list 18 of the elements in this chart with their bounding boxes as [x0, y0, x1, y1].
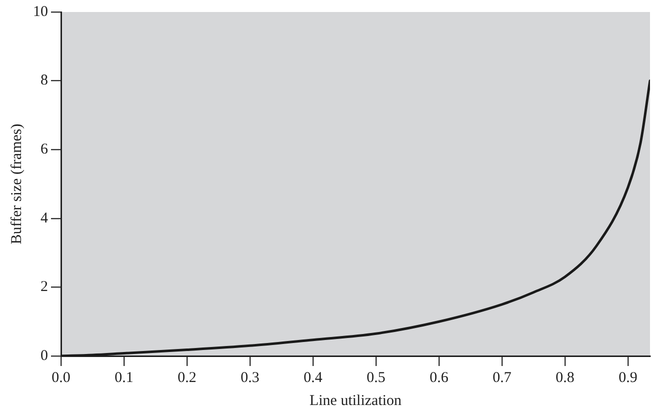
x-tick-label: 0.3 [240, 370, 260, 386]
x-tick-label: 0.4 [304, 370, 323, 386]
text: 0.0 [52, 370, 70, 386]
x-tick-label: 0.6 [430, 370, 449, 386]
y-tick-label: 0 [40, 348, 48, 364]
x-tick-label: 0.2 [178, 370, 196, 386]
x-axis-title: Line utilization [309, 392, 402, 409]
y-tick-label: 10 [33, 4, 48, 20]
y-axis-title: Buffer size (frames) [8, 124, 25, 244]
x-tick-label: 0.1 [114, 370, 134, 386]
y-tick-label: 6 [40, 142, 48, 158]
y-tick-label: 2 [40, 279, 48, 296]
x-tick-label: 0.5 [366, 370, 386, 386]
x-tick-label: 0.8 [556, 370, 574, 386]
y-tick-label: 8 [40, 72, 48, 89]
x-tick-label: 0.9 [618, 370, 638, 386]
y-tick-label: 4 [40, 210, 48, 226]
x-tick-label: 0.7 [492, 370, 512, 386]
